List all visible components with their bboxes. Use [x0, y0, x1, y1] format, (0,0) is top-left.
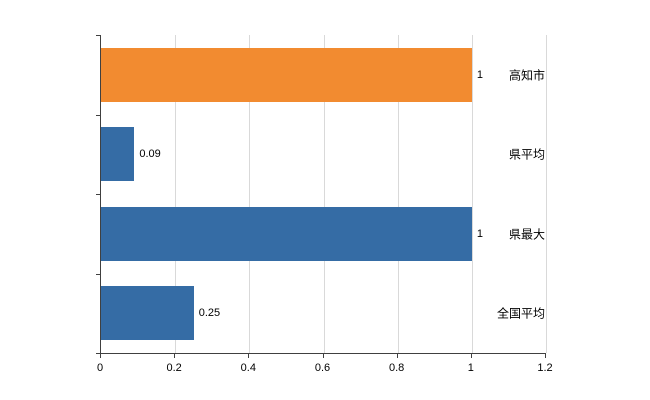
bar [101, 286, 194, 341]
gridline [397, 35, 399, 353]
bar [101, 206, 472, 261]
gridline [323, 35, 325, 353]
x-axis-tick-mark [322, 354, 324, 358]
y-axis-tick-mark [96, 194, 100, 195]
x-axis-tick-label: 1 [467, 362, 474, 374]
plot-area: 1 0.09 1 0.25 [100, 35, 547, 354]
y-axis-tick-mark [96, 35, 100, 36]
bar-value-label: 0.25 [198, 307, 221, 320]
x-axis-tick-mark [545, 354, 546, 358]
x-axis-tick-label: 0 [96, 362, 104, 374]
gridline [471, 35, 473, 353]
x-axis-tick-label: 0.4 [240, 362, 256, 374]
x-axis-tick-label: 0.2 [166, 362, 182, 374]
x-axis-tick-label: 1.2 [537, 362, 553, 374]
x-axis-tick-mark [248, 354, 250, 358]
y-axis-label: 県最大 [508, 227, 545, 242]
bar [101, 127, 135, 182]
gridline [175, 35, 177, 353]
bar [101, 47, 472, 102]
bar-value-label: 1 [476, 227, 483, 240]
gridline [546, 35, 547, 353]
y-axis-tick-mark [96, 353, 100, 354]
x-axis-tick-mark [174, 354, 176, 358]
x-axis-tick-mark [470, 354, 472, 358]
y-axis-label: 高知市 [508, 68, 545, 83]
x-axis-tick-label: 0.8 [389, 362, 405, 374]
x-axis-tick-mark [396, 354, 398, 358]
y-axis-label: 全国平均 [496, 306, 545, 321]
bar-value-label: 1 [476, 68, 483, 81]
gridline [249, 35, 251, 353]
y-axis-label: 県平均 [508, 147, 545, 162]
x-axis-tick-label: 0.6 [314, 362, 331, 374]
y-axis-tick-mark [96, 273, 100, 275]
x-axis-tick-mark [100, 354, 101, 358]
y-axis-tick-mark [96, 114, 100, 116]
bar-value-label: 0.09 [139, 148, 161, 161]
